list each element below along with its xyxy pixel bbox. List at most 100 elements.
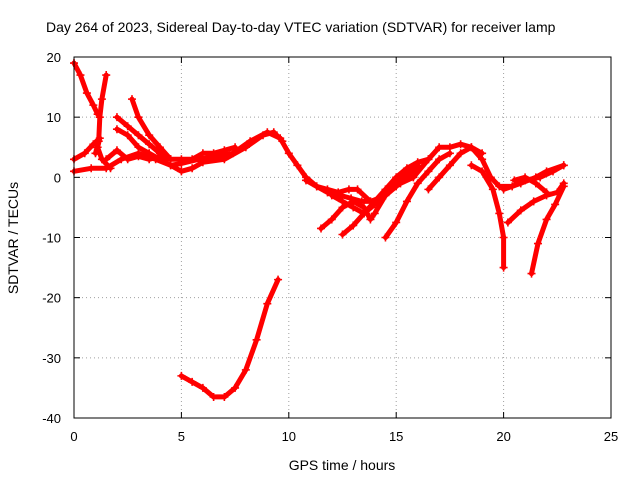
- data-point-marker: [134, 143, 143, 152]
- series-arc-t: [511, 174, 550, 195]
- data-point-marker: [424, 185, 433, 194]
- data-point-marker: [338, 230, 347, 239]
- data-point-marker: [435, 173, 444, 182]
- data-point-marker: [402, 173, 411, 182]
- data-point-marker: [516, 206, 525, 215]
- data-point-marker: [334, 188, 343, 197]
- data-point-marker: [370, 209, 379, 218]
- data-point-marker: [80, 149, 89, 158]
- data-point-marker: [553, 188, 562, 197]
- series-arc-d: [71, 129, 567, 204]
- data-point-marker: [134, 131, 143, 140]
- data-point-marker: [102, 155, 111, 164]
- data-point-marker: [499, 185, 508, 194]
- data-point-marker: [424, 155, 433, 164]
- data-point-marker: [188, 164, 197, 173]
- data-point-marker: [323, 185, 332, 194]
- data-point-marker: [327, 215, 336, 224]
- data-point-marker: [301, 176, 310, 185]
- x-tick-label: 10: [282, 429, 296, 444]
- x-tick-label: 20: [496, 429, 510, 444]
- data-point-marker: [445, 149, 454, 158]
- data-point-marker: [510, 176, 519, 185]
- data-point-marker: [134, 113, 143, 122]
- data-point-marker: [488, 185, 497, 194]
- data-point-marker: [278, 137, 287, 146]
- x-tick-label: 25: [604, 429, 618, 444]
- data-point-marker: [241, 143, 250, 152]
- data-point-marker: [87, 164, 96, 173]
- data-point-marker: [559, 179, 568, 188]
- data-point-marker: [259, 131, 268, 140]
- data-point-marker: [542, 215, 551, 224]
- data-point-marker: [495, 182, 504, 191]
- data-point-marker: [366, 215, 375, 224]
- y-tick-label: 0: [54, 170, 61, 185]
- axis-ticks: 0 5 10 15 20 25 -40 -30 -20 -10 0 10 20: [42, 50, 618, 444]
- data-point-marker: [198, 158, 207, 167]
- data-point-marker: [112, 146, 121, 155]
- data-point-marker: [127, 95, 136, 104]
- data-point-marker: [123, 155, 132, 164]
- data-point-marker: [145, 155, 154, 164]
- data-point-marker: [392, 218, 401, 227]
- data-point-marker: [435, 143, 444, 152]
- data-point-marker: [531, 179, 540, 188]
- y-tick-label: -40: [42, 411, 61, 426]
- data-point-marker: [495, 209, 504, 218]
- data-point-marker: [312, 182, 321, 191]
- data-point-marker: [467, 143, 476, 152]
- data-point-marker: [503, 218, 512, 227]
- data-point-marker: [145, 131, 154, 140]
- data-point-marker: [413, 179, 422, 188]
- data-point-marker: [102, 71, 111, 80]
- data-point-marker: [134, 152, 143, 161]
- data-point-marker: [188, 155, 197, 164]
- data-point-marker: [392, 182, 401, 191]
- data-point-marker: [529, 197, 538, 206]
- data-point-marker: [284, 149, 293, 158]
- data-point-marker: [263, 299, 272, 308]
- data-point-marker: [82, 89, 91, 98]
- data-point-marker: [155, 149, 164, 158]
- data-point-marker: [424, 167, 433, 176]
- data-point-marker: [456, 149, 465, 158]
- series-arc-p: [468, 162, 507, 271]
- x-tick-label: 15: [389, 429, 403, 444]
- data-point-marker: [521, 173, 530, 182]
- data-point-marker: [533, 239, 542, 248]
- series-arc-r: [505, 180, 567, 225]
- data-point-marker: [97, 95, 106, 104]
- data-point-marker: [89, 101, 98, 110]
- data-point-marker: [456, 140, 465, 149]
- data-point-marker: [198, 149, 207, 158]
- data-point-marker: [338, 197, 347, 206]
- data-point-marker: [166, 155, 175, 164]
- data-point-marker: [344, 185, 353, 194]
- data-point-marker: [177, 155, 186, 164]
- data-point-marker: [93, 143, 102, 152]
- data-point-marker: [198, 383, 207, 392]
- chart-title: Day 264 of 2023, Sidereal Day-to-day VTE…: [46, 19, 556, 35]
- data-point-marker: [269, 128, 278, 137]
- y-tick-label: -30: [42, 351, 61, 366]
- data-point-marker: [177, 167, 186, 176]
- data-point-marker: [102, 164, 111, 173]
- data-point-marker: [89, 140, 98, 149]
- data-point-marker: [542, 188, 551, 197]
- data-point-marker: [467, 161, 476, 170]
- data-point-marker: [220, 146, 229, 155]
- data-point-marker: [293, 161, 302, 170]
- data-point-marker: [381, 233, 390, 242]
- data-point-marker: [274, 275, 283, 284]
- y-axis-label: SDTVAR / TECUs: [5, 182, 21, 294]
- series-arc-i: [178, 277, 281, 400]
- data-point-marker: [349, 203, 358, 212]
- data-point-marker: [349, 221, 358, 230]
- y-tick-label: -10: [42, 231, 61, 246]
- data-point-marker: [209, 392, 218, 401]
- data-point-marker: [542, 167, 551, 176]
- data-point-marker: [402, 197, 411, 206]
- y-tick-label: -20: [42, 291, 61, 306]
- data-point-marker: [252, 335, 261, 344]
